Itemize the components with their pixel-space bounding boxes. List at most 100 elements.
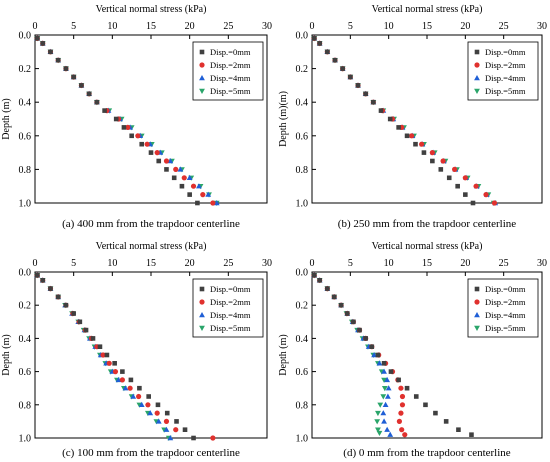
legend-marker <box>474 299 480 305</box>
x-tick-label: 10 <box>107 258 117 269</box>
data-point <box>381 368 387 374</box>
y-axis-title: Depth (m) <box>1 334 12 375</box>
panel-caption: (a) 400 mm from the trapdoor centerline <box>62 218 240 230</box>
legend-marker <box>199 75 205 81</box>
data-point <box>455 183 460 189</box>
data-point <box>377 402 384 408</box>
data-point <box>332 57 338 63</box>
data-point <box>413 141 418 147</box>
series-1 <box>312 36 476 206</box>
x-tick-label: 20 <box>185 258 195 269</box>
x-tick-label: 30 <box>537 21 547 32</box>
y-tick-label: 0.6 <box>296 131 309 142</box>
data-point <box>164 167 169 172</box>
legend-label: Disp.=2mm <box>485 297 526 307</box>
data-point <box>363 336 368 341</box>
data-point <box>396 125 401 130</box>
data-point <box>83 327 89 333</box>
data-point <box>112 361 117 366</box>
legend-label: Disp.=4mm <box>210 73 251 83</box>
legend-label: Disp.=5mm <box>210 86 251 96</box>
data-point <box>174 419 179 424</box>
legend-label: Disp.=0mm <box>485 284 526 294</box>
legend-label: Disp.=2mm <box>210 60 251 70</box>
legend-box <box>467 41 539 101</box>
data-point <box>380 394 387 400</box>
legend-label: Disp.=0mm <box>210 47 251 57</box>
y-tick-label: 1.0 <box>19 199 32 210</box>
data-point <box>63 66 69 71</box>
data-point <box>148 150 154 155</box>
data-point <box>119 377 125 383</box>
data-point <box>317 278 322 283</box>
data-point <box>121 125 127 130</box>
data-point <box>384 426 391 432</box>
data-point <box>173 427 179 433</box>
x-tick-label: 20 <box>185 21 195 32</box>
legend-marker <box>474 312 480 318</box>
legend-label: Disp.=5mm <box>485 323 526 333</box>
y-tick-label: 0.2 <box>19 301 32 312</box>
data-point <box>77 319 83 325</box>
data-point <box>438 167 444 172</box>
data-point <box>398 410 404 416</box>
data-point <box>102 108 107 113</box>
data-point <box>396 377 401 383</box>
y-tick-label: 0.8 <box>19 165 32 176</box>
data-point <box>196 183 202 189</box>
data-point <box>491 200 498 206</box>
data-point <box>106 360 112 366</box>
data-point <box>357 327 362 333</box>
series-3 <box>34 35 220 206</box>
y-axis-title: Depth (m)(m) <box>278 91 289 147</box>
x-tick-label: 30 <box>262 258 272 269</box>
data-point <box>325 286 330 291</box>
x-tick-label: 0 <box>33 258 38 269</box>
legend-marker <box>474 62 480 68</box>
data-point <box>387 431 394 437</box>
legend-marker <box>474 286 480 292</box>
legend-box <box>467 278 539 338</box>
data-point <box>79 83 84 88</box>
data-point <box>210 200 216 206</box>
data-point <box>155 402 161 408</box>
data-point <box>147 410 154 416</box>
x-tick-label: 25 <box>223 258 233 269</box>
legend-marker <box>199 299 205 305</box>
data-point <box>179 183 185 189</box>
legend-marker <box>199 88 205 94</box>
x-axis-title: Vertical normal stress (kPa) <box>372 4 483 15</box>
data-point <box>404 385 410 391</box>
data-point <box>385 385 392 391</box>
data-point <box>419 141 425 147</box>
data-point <box>363 91 368 97</box>
data-point <box>63 302 69 308</box>
data-point <box>380 410 387 416</box>
legend-marker <box>474 88 480 94</box>
data-point <box>130 393 137 399</box>
data-point <box>200 192 206 198</box>
panel-caption: (b) 250 mm from the trapdoor centerline <box>338 218 517 230</box>
series-1 <box>35 36 200 206</box>
data-point <box>355 83 361 88</box>
data-point <box>55 294 61 300</box>
data-point <box>375 427 381 433</box>
x-tick-label: 30 <box>537 258 547 269</box>
data-point <box>100 352 106 358</box>
data-point <box>40 41 46 46</box>
data-point <box>317 41 322 46</box>
data-point <box>48 286 53 291</box>
legend-box <box>192 41 264 101</box>
x-axis-title: Vertical normal stress (kPa) <box>96 4 207 15</box>
data-point <box>376 360 383 366</box>
data-point <box>187 192 192 197</box>
series-2 <box>34 272 216 441</box>
data-point <box>344 311 350 316</box>
y-tick-label: 1.0 <box>296 199 309 210</box>
legend-marker <box>199 62 205 68</box>
data-point <box>138 401 145 407</box>
y-tick-label: 0.4 <box>19 98 32 109</box>
x-tick-label: 15 <box>422 21 432 32</box>
x-tick-label: 5 <box>71 21 76 32</box>
